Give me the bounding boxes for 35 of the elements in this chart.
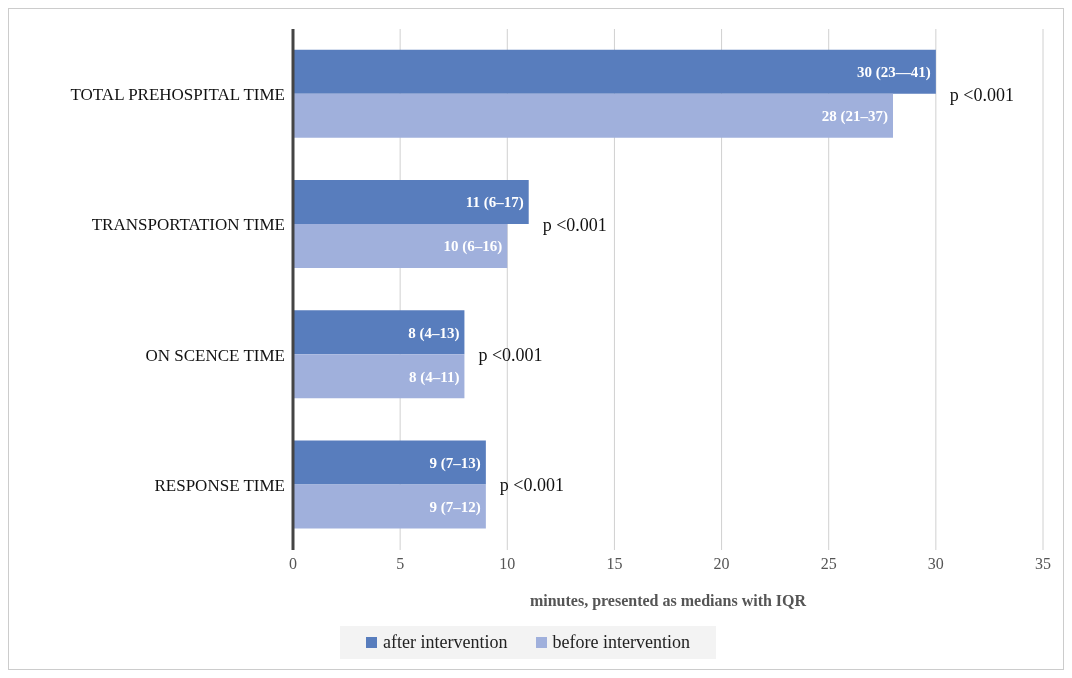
- x-tick-label: 25: [820, 555, 837, 573]
- x-tick-label: 5: [396, 555, 405, 573]
- data-label: 9 (7–13): [429, 454, 481, 472]
- data-label: 8 (4–13): [408, 324, 460, 342]
- bar: [293, 180, 529, 225]
- x-tick-label: 15: [606, 555, 623, 573]
- y-tick-label: TOTAL PREHOSPITAL TIME: [70, 85, 285, 105]
- x-tick-label: 35: [1035, 555, 1051, 573]
- y-tick-label: ON SCENCE TIME: [145, 345, 285, 365]
- y-tick-label: RESPONSE TIME: [154, 475, 285, 495]
- x-axis-title: minutes, presented as medians with IQR: [529, 592, 807, 610]
- x-tick-label: 0: [289, 555, 297, 573]
- data-label: 10 (6–16): [443, 238, 503, 256]
- data-label: 8 (4–11): [409, 368, 460, 386]
- bar: [293, 484, 486, 529]
- annotation: p <0.001: [542, 214, 607, 235]
- x-tick-label: 10: [499, 555, 516, 573]
- x-tick-label: 20: [713, 555, 730, 573]
- bar: [293, 224, 508, 269]
- bar: [293, 310, 465, 355]
- legend-label: after intervention: [382, 632, 508, 653]
- bar: [293, 93, 893, 138]
- x-tick-label: 30: [927, 555, 944, 573]
- annotation: p <0.001: [949, 84, 1015, 105]
- bar: [293, 49, 936, 94]
- data-label: 9 (7–12): [429, 498, 481, 516]
- annotation: p <0.001: [478, 345, 543, 366]
- data-label: 30 (23—41): [857, 64, 931, 82]
- y-tick-label: TRANSPORTATION TIME: [91, 215, 285, 235]
- data-label: 11 (6–17): [465, 194, 524, 212]
- annotation: p <0.001: [499, 475, 565, 496]
- data-label: 28 (21–37): [821, 108, 888, 126]
- bar: [293, 440, 486, 485]
- legend-label: before intervention: [551, 632, 690, 653]
- bar: [293, 354, 465, 399]
